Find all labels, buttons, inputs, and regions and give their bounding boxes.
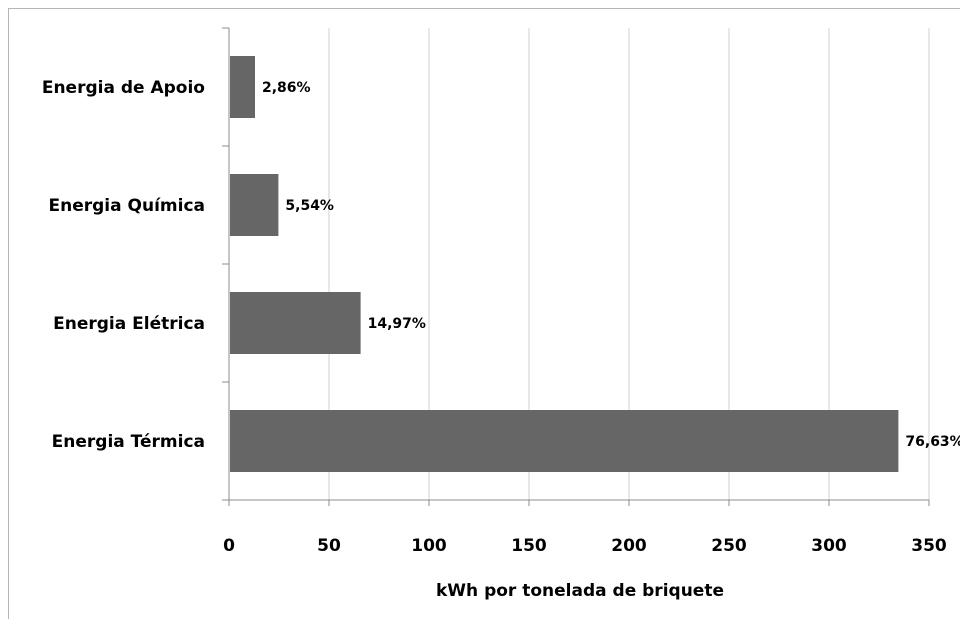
data-label-2: 5,54% — [285, 198, 334, 214]
bar-4 — [230, 410, 899, 472]
data-label-1: 2,86% — [262, 80, 311, 96]
category-label-1: Energia de Apoio — [42, 78, 205, 98]
category-label-3: Energia Elétrica — [53, 314, 205, 334]
x-tick-label-0: 0 — [223, 536, 235, 556]
x-axis-title: kWh por tonelada de briquete — [436, 581, 724, 601]
data-label-4: 76,63% — [905, 434, 960, 450]
bar-1 — [230, 56, 255, 118]
chart-frame — [8, 8, 960, 619]
x-tick-label-50: 50 — [317, 536, 341, 556]
bars — [230, 56, 899, 472]
x-tick-label-350: 350 — [911, 536, 947, 556]
x-tick-label-100: 100 — [411, 536, 447, 556]
x-tick-label-200: 200 — [611, 536, 647, 556]
bar-3 — [230, 292, 361, 354]
category-labels: Energia de Apoio Energia Química Energia E… — [42, 78, 205, 452]
x-tick-label-250: 250 — [711, 536, 747, 556]
bar-2 — [230, 174, 279, 236]
category-label-2: Energia Química — [49, 196, 206, 216]
data-label-3: 14,97% — [368, 316, 426, 332]
x-tick-labels: 0 50 100 150 200 250 300 350 — [223, 536, 947, 556]
x-tick-label-150: 150 — [511, 536, 547, 556]
axes — [222, 27, 930, 506]
data-labels: 2,86% 5,54% 14,97% 76,63% — [262, 80, 960, 450]
x-tick-label-300: 300 — [811, 536, 847, 556]
category-label-4: Energia Térmica — [52, 432, 205, 452]
